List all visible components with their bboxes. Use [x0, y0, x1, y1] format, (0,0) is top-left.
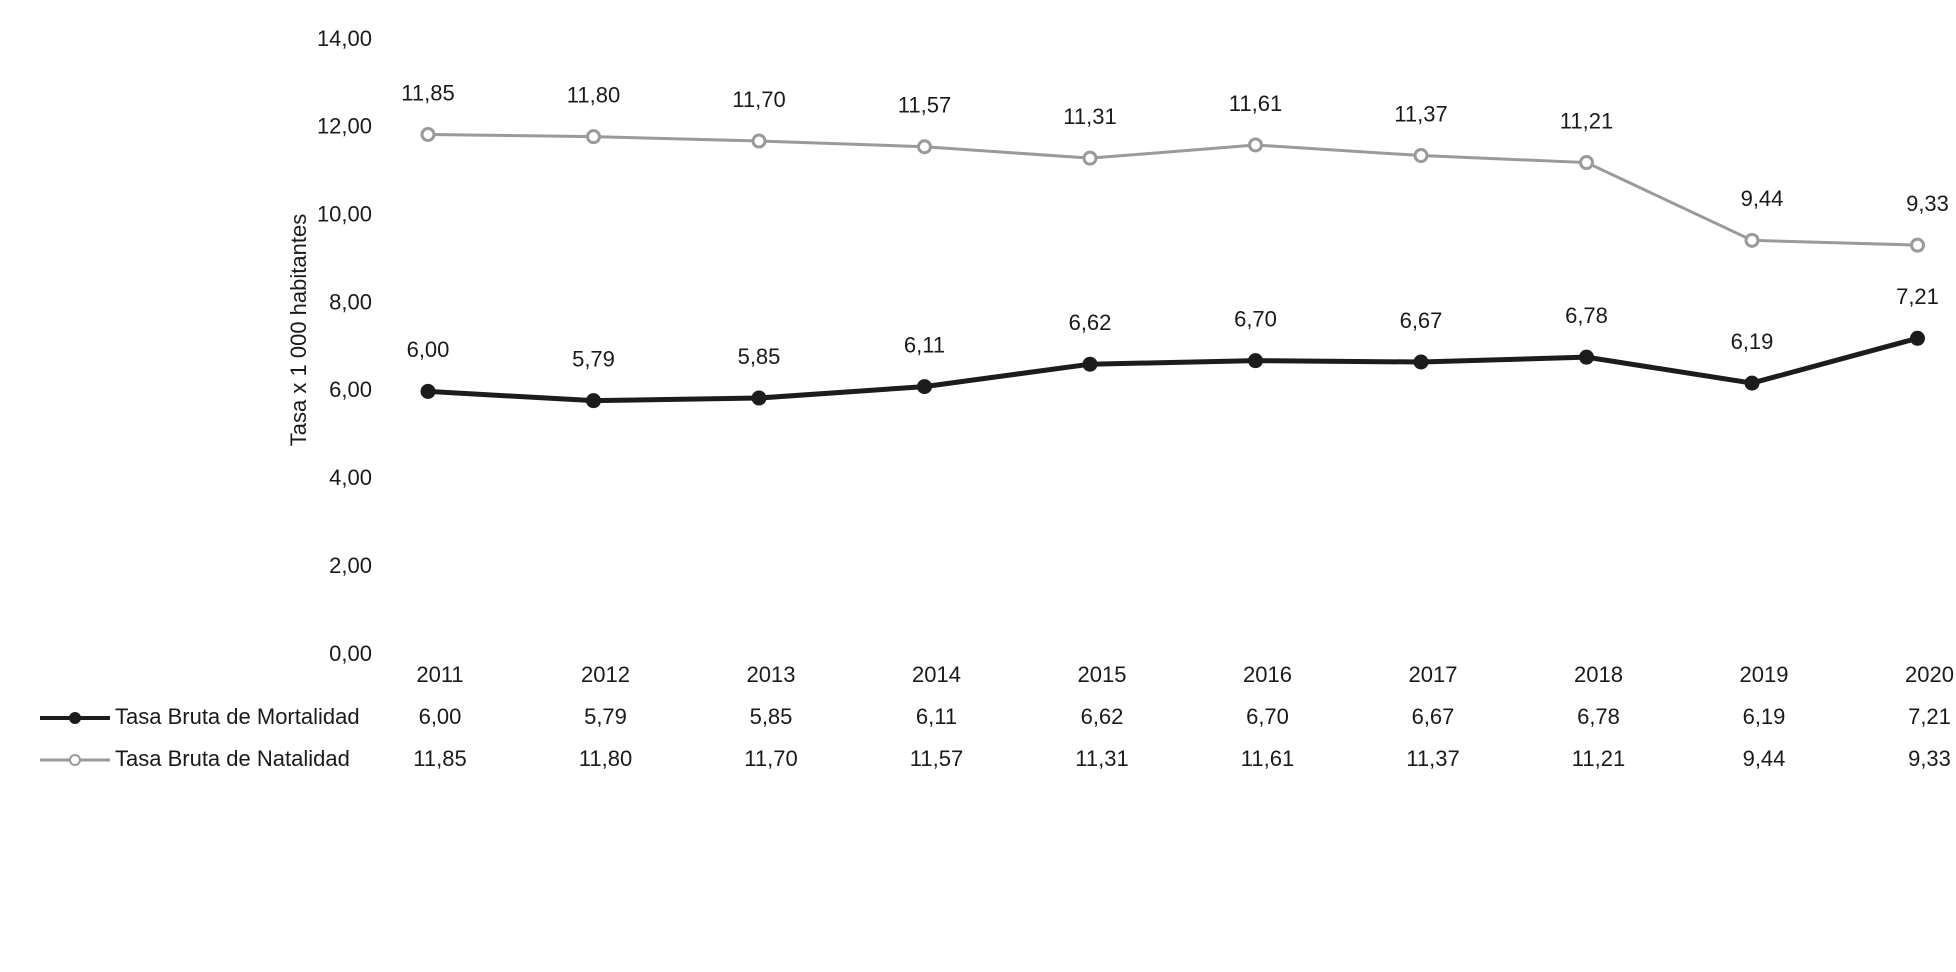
data-label: 11,85	[401, 80, 454, 105]
x-tick-label: 2020	[1905, 662, 1954, 687]
data-label: 6,78	[1565, 303, 1608, 328]
x-tick-label: 2012	[581, 662, 630, 687]
data-label: 11,37	[1394, 101, 1447, 126]
point-marker	[1082, 150, 1098, 166]
table-cell: 6,11	[916, 704, 957, 729]
point-marker	[751, 390, 767, 406]
data-label: 6,70	[1234, 306, 1277, 331]
data-label: 6,11	[904, 332, 945, 357]
y-tick-label: 12,00	[317, 114, 372, 139]
data-label: 6,19	[1731, 329, 1774, 354]
table-cell: 6,78	[1577, 704, 1620, 729]
data-label: 6,00	[407, 337, 450, 362]
table-cell: 6,62	[1081, 704, 1124, 729]
legend-label: Tasa Bruta de Natalidad	[115, 746, 350, 771]
table-cell: 6,70	[1246, 704, 1289, 729]
data-label: 11,21	[1560, 108, 1613, 133]
point-marker	[917, 379, 932, 395]
series-line	[427, 132, 1918, 247]
point-marker	[1579, 155, 1594, 171]
point-marker	[420, 126, 436, 142]
y-tick-label: 6,00	[329, 377, 372, 402]
data-label: 11,61	[1229, 91, 1282, 116]
y-tick-label: 14,00	[317, 26, 372, 51]
point-marker	[586, 393, 601, 409]
data-label: 7,21	[1896, 284, 1939, 309]
table-cell: 6,67	[1412, 704, 1455, 729]
data-label: 5,85	[738, 344, 781, 369]
table-cell: 5,85	[750, 704, 793, 729]
table-cell: 6,00	[419, 704, 462, 729]
y-tick-label: 2,00	[329, 553, 372, 578]
x-tick-label: 2014	[912, 662, 961, 687]
table-cell: 11,80	[579, 746, 632, 771]
point-marker	[917, 139, 932, 155]
y-tick-label: 10,00	[317, 202, 372, 227]
data-label: 11,70	[732, 87, 785, 112]
table-cell: 11,70	[744, 746, 797, 771]
point-marker	[1579, 349, 1594, 365]
table-cell: 11,85	[413, 746, 466, 771]
point-marker	[420, 383, 436, 399]
point-marker	[1413, 354, 1429, 370]
data-label: 5,79	[572, 346, 615, 371]
point-marker	[751, 133, 767, 149]
point-marker	[1248, 137, 1263, 153]
y-tick-label: 4,00	[329, 465, 372, 490]
data-label: 9,33	[1906, 191, 1949, 216]
legend-marker	[69, 754, 81, 766]
x-tick-label: 2016	[1243, 662, 1292, 687]
table-cell: 11,31	[1075, 746, 1128, 771]
table-cell: 9,44	[1743, 746, 1786, 771]
x-tick-label: 2019	[1740, 662, 1789, 687]
x-tick-label: 2011	[416, 662, 463, 687]
table-cell: 11,21	[1572, 746, 1625, 771]
legend-marker	[69, 712, 81, 724]
table-cell: 11,57	[910, 746, 963, 771]
table-cell: 7,21	[1908, 704, 1951, 729]
data-label: 6,67	[1400, 308, 1443, 333]
point-marker	[1082, 356, 1098, 372]
y-tick-label: 0,00	[329, 641, 372, 666]
series-line	[427, 335, 1919, 404]
point-marker	[1744, 375, 1760, 391]
table-cell: 11,37	[1406, 746, 1459, 771]
x-tick-label: 2015	[1078, 662, 1127, 687]
legend-label: Tasa Bruta de Mortalidad	[115, 704, 360, 729]
data-label: 11,31	[1063, 104, 1116, 129]
table-cell: 6,19	[1743, 704, 1786, 729]
data-label: 6,62	[1069, 310, 1112, 335]
point-marker	[1910, 330, 1925, 346]
data-label: 11,80	[567, 82, 620, 107]
y-axis-label: Tasa x 1 000 habitantes	[286, 214, 311, 446]
table-cell: 11,61	[1241, 746, 1294, 771]
x-tick-label: 2018	[1574, 662, 1623, 687]
point-marker	[1744, 232, 1760, 248]
table-cell: 5,79	[584, 704, 627, 729]
table-cell: 9,33	[1908, 746, 1951, 771]
x-tick-label: 2013	[747, 662, 796, 687]
point-marker	[586, 129, 601, 145]
y-tick-label: 8,00	[329, 289, 372, 314]
point-marker	[1413, 148, 1429, 164]
data-label: 11,57	[898, 93, 951, 118]
x-tick-label: 2017	[1409, 662, 1458, 687]
point-marker	[1248, 353, 1263, 369]
data-label: 9,44	[1741, 186, 1784, 211]
point-marker	[1910, 237, 1925, 253]
